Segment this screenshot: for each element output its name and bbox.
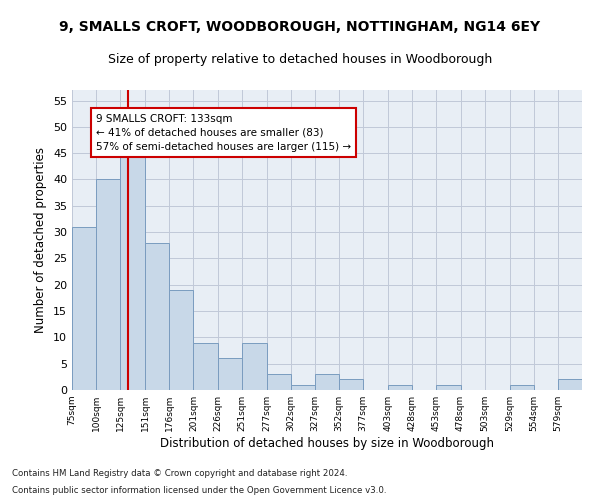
- Text: Contains public sector information licensed under the Open Government Licence v3: Contains public sector information licen…: [12, 486, 386, 495]
- Y-axis label: Number of detached properties: Number of detached properties: [34, 147, 47, 333]
- Bar: [436, 384, 461, 390]
- Bar: [169, 290, 193, 390]
- Bar: [388, 384, 412, 390]
- Bar: [339, 380, 363, 390]
- Bar: [218, 358, 242, 390]
- Bar: [193, 342, 218, 390]
- Bar: [267, 374, 291, 390]
- Bar: [291, 384, 315, 390]
- Bar: [96, 180, 120, 390]
- Text: 9, SMALLS CROFT, WOODBOROUGH, NOTTINGHAM, NG14 6EY: 9, SMALLS CROFT, WOODBOROUGH, NOTTINGHAM…: [59, 20, 541, 34]
- Bar: [509, 384, 534, 390]
- Bar: [315, 374, 339, 390]
- Bar: [120, 148, 145, 390]
- Text: Size of property relative to detached houses in Woodborough: Size of property relative to detached ho…: [108, 52, 492, 66]
- Bar: [145, 242, 169, 390]
- X-axis label: Distribution of detached houses by size in Woodborough: Distribution of detached houses by size …: [160, 437, 494, 450]
- Bar: [558, 380, 582, 390]
- Bar: [242, 342, 267, 390]
- Bar: [72, 227, 96, 390]
- Text: 9 SMALLS CROFT: 133sqm
← 41% of detached houses are smaller (83)
57% of semi-det: 9 SMALLS CROFT: 133sqm ← 41% of detached…: [96, 114, 351, 152]
- Text: Contains HM Land Registry data © Crown copyright and database right 2024.: Contains HM Land Registry data © Crown c…: [12, 468, 347, 477]
